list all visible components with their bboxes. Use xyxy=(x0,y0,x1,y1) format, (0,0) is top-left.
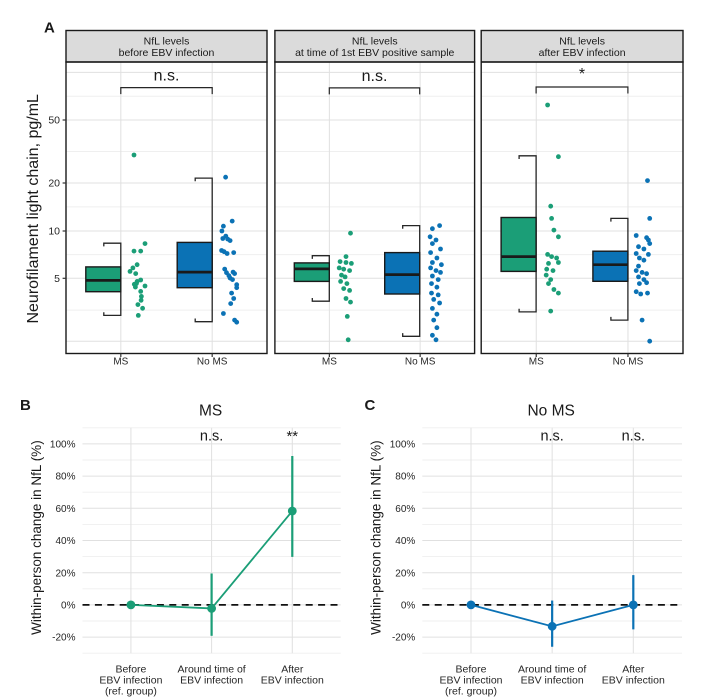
svg-text:No MS: No MS xyxy=(613,357,644,368)
svg-text:*: * xyxy=(579,66,585,83)
svg-text:MS: MS xyxy=(529,357,544,368)
svg-text:40%: 40% xyxy=(55,536,75,547)
svg-text:(ref. group): (ref. group) xyxy=(445,686,497,698)
svg-text:Neurofilament light chain, pg/: Neurofilament light chain, pg/mL xyxy=(25,94,42,324)
svg-text:0%: 0% xyxy=(401,601,416,612)
svg-text:B: B xyxy=(20,397,31,414)
svg-text:80%: 80% xyxy=(55,472,75,483)
svg-text:60%: 60% xyxy=(395,504,415,515)
svg-text:40%: 40% xyxy=(395,536,415,547)
svg-text:(ref. group): (ref. group) xyxy=(105,686,157,698)
svg-text:60%: 60% xyxy=(55,504,75,515)
svg-text:Before: Before xyxy=(115,663,146,675)
svg-text:5: 5 xyxy=(54,273,60,285)
svg-text:-20%: -20% xyxy=(392,633,415,644)
svg-text:Within-person change in NfL (%: Within-person change in NfL (%) xyxy=(369,440,384,635)
svg-text:MS: MS xyxy=(113,357,128,368)
svg-text:n.s.: n.s. xyxy=(200,429,223,445)
svg-text:NfL levels: NfL levels xyxy=(144,35,190,47)
svg-text:MS: MS xyxy=(199,402,222,419)
svg-text:50: 50 xyxy=(48,115,60,127)
svg-text:-20%: -20% xyxy=(52,633,75,644)
svg-text:80%: 80% xyxy=(395,472,415,483)
svg-text:EBV infection: EBV infection xyxy=(99,675,162,687)
svg-text:NfL levels: NfL levels xyxy=(352,35,398,47)
svg-text:EBV infection: EBV infection xyxy=(261,675,324,687)
svg-text:n.s.: n.s. xyxy=(540,429,563,445)
svg-text:Around time of: Around time of xyxy=(518,663,586,675)
svg-text:After: After xyxy=(281,663,304,675)
svg-text:20%: 20% xyxy=(55,568,75,579)
svg-text:C: C xyxy=(365,397,376,414)
svg-text:EBV infection: EBV infection xyxy=(180,675,243,687)
svg-text:after EBV infection: after EBV infection xyxy=(539,47,626,59)
svg-text:EBV infection: EBV infection xyxy=(439,675,502,687)
svg-text:**: ** xyxy=(286,428,298,445)
svg-text:10: 10 xyxy=(48,226,60,238)
svg-text:A: A xyxy=(44,20,55,37)
svg-text:After: After xyxy=(622,663,645,675)
svg-text:No MS: No MS xyxy=(527,402,574,419)
svg-text:No MS: No MS xyxy=(405,357,436,368)
svg-text:EBV infection: EBV infection xyxy=(602,675,665,687)
svg-text:before EBV infection: before EBV infection xyxy=(119,47,215,59)
svg-text:20: 20 xyxy=(48,178,60,190)
svg-text:100%: 100% xyxy=(50,440,76,451)
svg-text:No MS: No MS xyxy=(197,357,228,368)
svg-text:MS: MS xyxy=(322,357,337,368)
svg-text:20%: 20% xyxy=(395,568,415,579)
svg-text:NfL levels: NfL levels xyxy=(559,35,605,47)
svg-text:EBV infection: EBV infection xyxy=(521,675,584,687)
svg-text:at time of 1st EBV positive sa: at time of 1st EBV positive sample xyxy=(295,47,454,59)
svg-text:n.s.: n.s. xyxy=(154,68,180,85)
svg-text:0%: 0% xyxy=(61,601,76,612)
svg-text:Within-person change in NfL (%: Within-person change in NfL (%) xyxy=(29,440,44,635)
svg-text:100%: 100% xyxy=(390,440,416,451)
svg-text:Before: Before xyxy=(456,663,487,675)
svg-text:n.s.: n.s. xyxy=(622,429,645,445)
svg-text:Around time of: Around time of xyxy=(177,663,245,675)
svg-text:n.s.: n.s. xyxy=(362,68,388,85)
